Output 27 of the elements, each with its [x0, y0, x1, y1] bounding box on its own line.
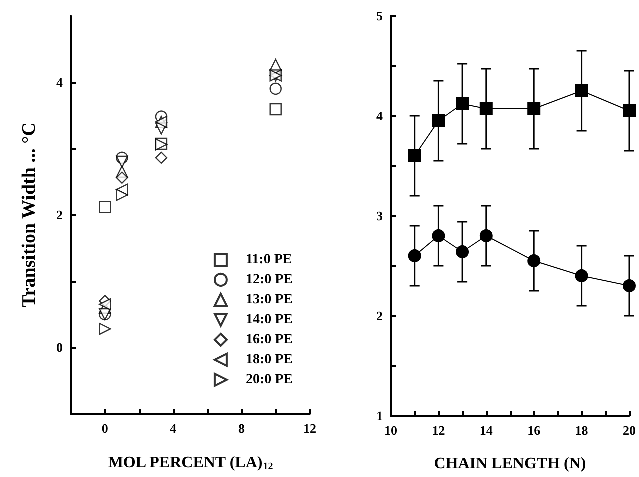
y-tick-label: 0 — [56, 340, 63, 356]
x-axis-title: CHAIN LENGTH (N) — [434, 456, 586, 472]
legend-label: 13:0 PE — [246, 292, 294, 308]
x-tick-label: 14 — [480, 423, 494, 438]
y-tick-label: 2 — [56, 208, 63, 222]
legend-label: 16:0 PE — [246, 332, 294, 348]
y-tick-label: 3 — [376, 208, 384, 224]
x-tick-label: 16 — [528, 423, 542, 438]
x-tick-label: 0 — [102, 421, 108, 436]
y-tick-label: 5 — [376, 8, 384, 24]
x-tick-label: 4 — [170, 421, 178, 436]
x-tick-label: 12 — [304, 421, 316, 436]
legend-label: 20:0 PE — [246, 372, 294, 388]
y-tick-label: 2 — [376, 308, 383, 324]
x-tick-label: 8 — [238, 421, 246, 436]
x-tick-label: 20 — [623, 423, 636, 438]
y-tick-label: 4 — [56, 74, 64, 90]
legend-label: 14:0 PE — [246, 312, 294, 328]
legend-label: 11:0 PE — [246, 252, 292, 268]
y-tick-label: 4 — [376, 108, 384, 124]
legend-label: 18:0 PE — [246, 352, 294, 368]
x-tick-label: 10 — [384, 423, 398, 438]
x-tick-label: 12 — [432, 423, 446, 438]
y-tick-label: 1 — [376, 408, 383, 424]
x-tick-label: 18 — [575, 423, 589, 438]
legend-label: 12:0 PE — [246, 272, 294, 288]
y-axis-title: Transition Width ... °C — [19, 122, 40, 308]
